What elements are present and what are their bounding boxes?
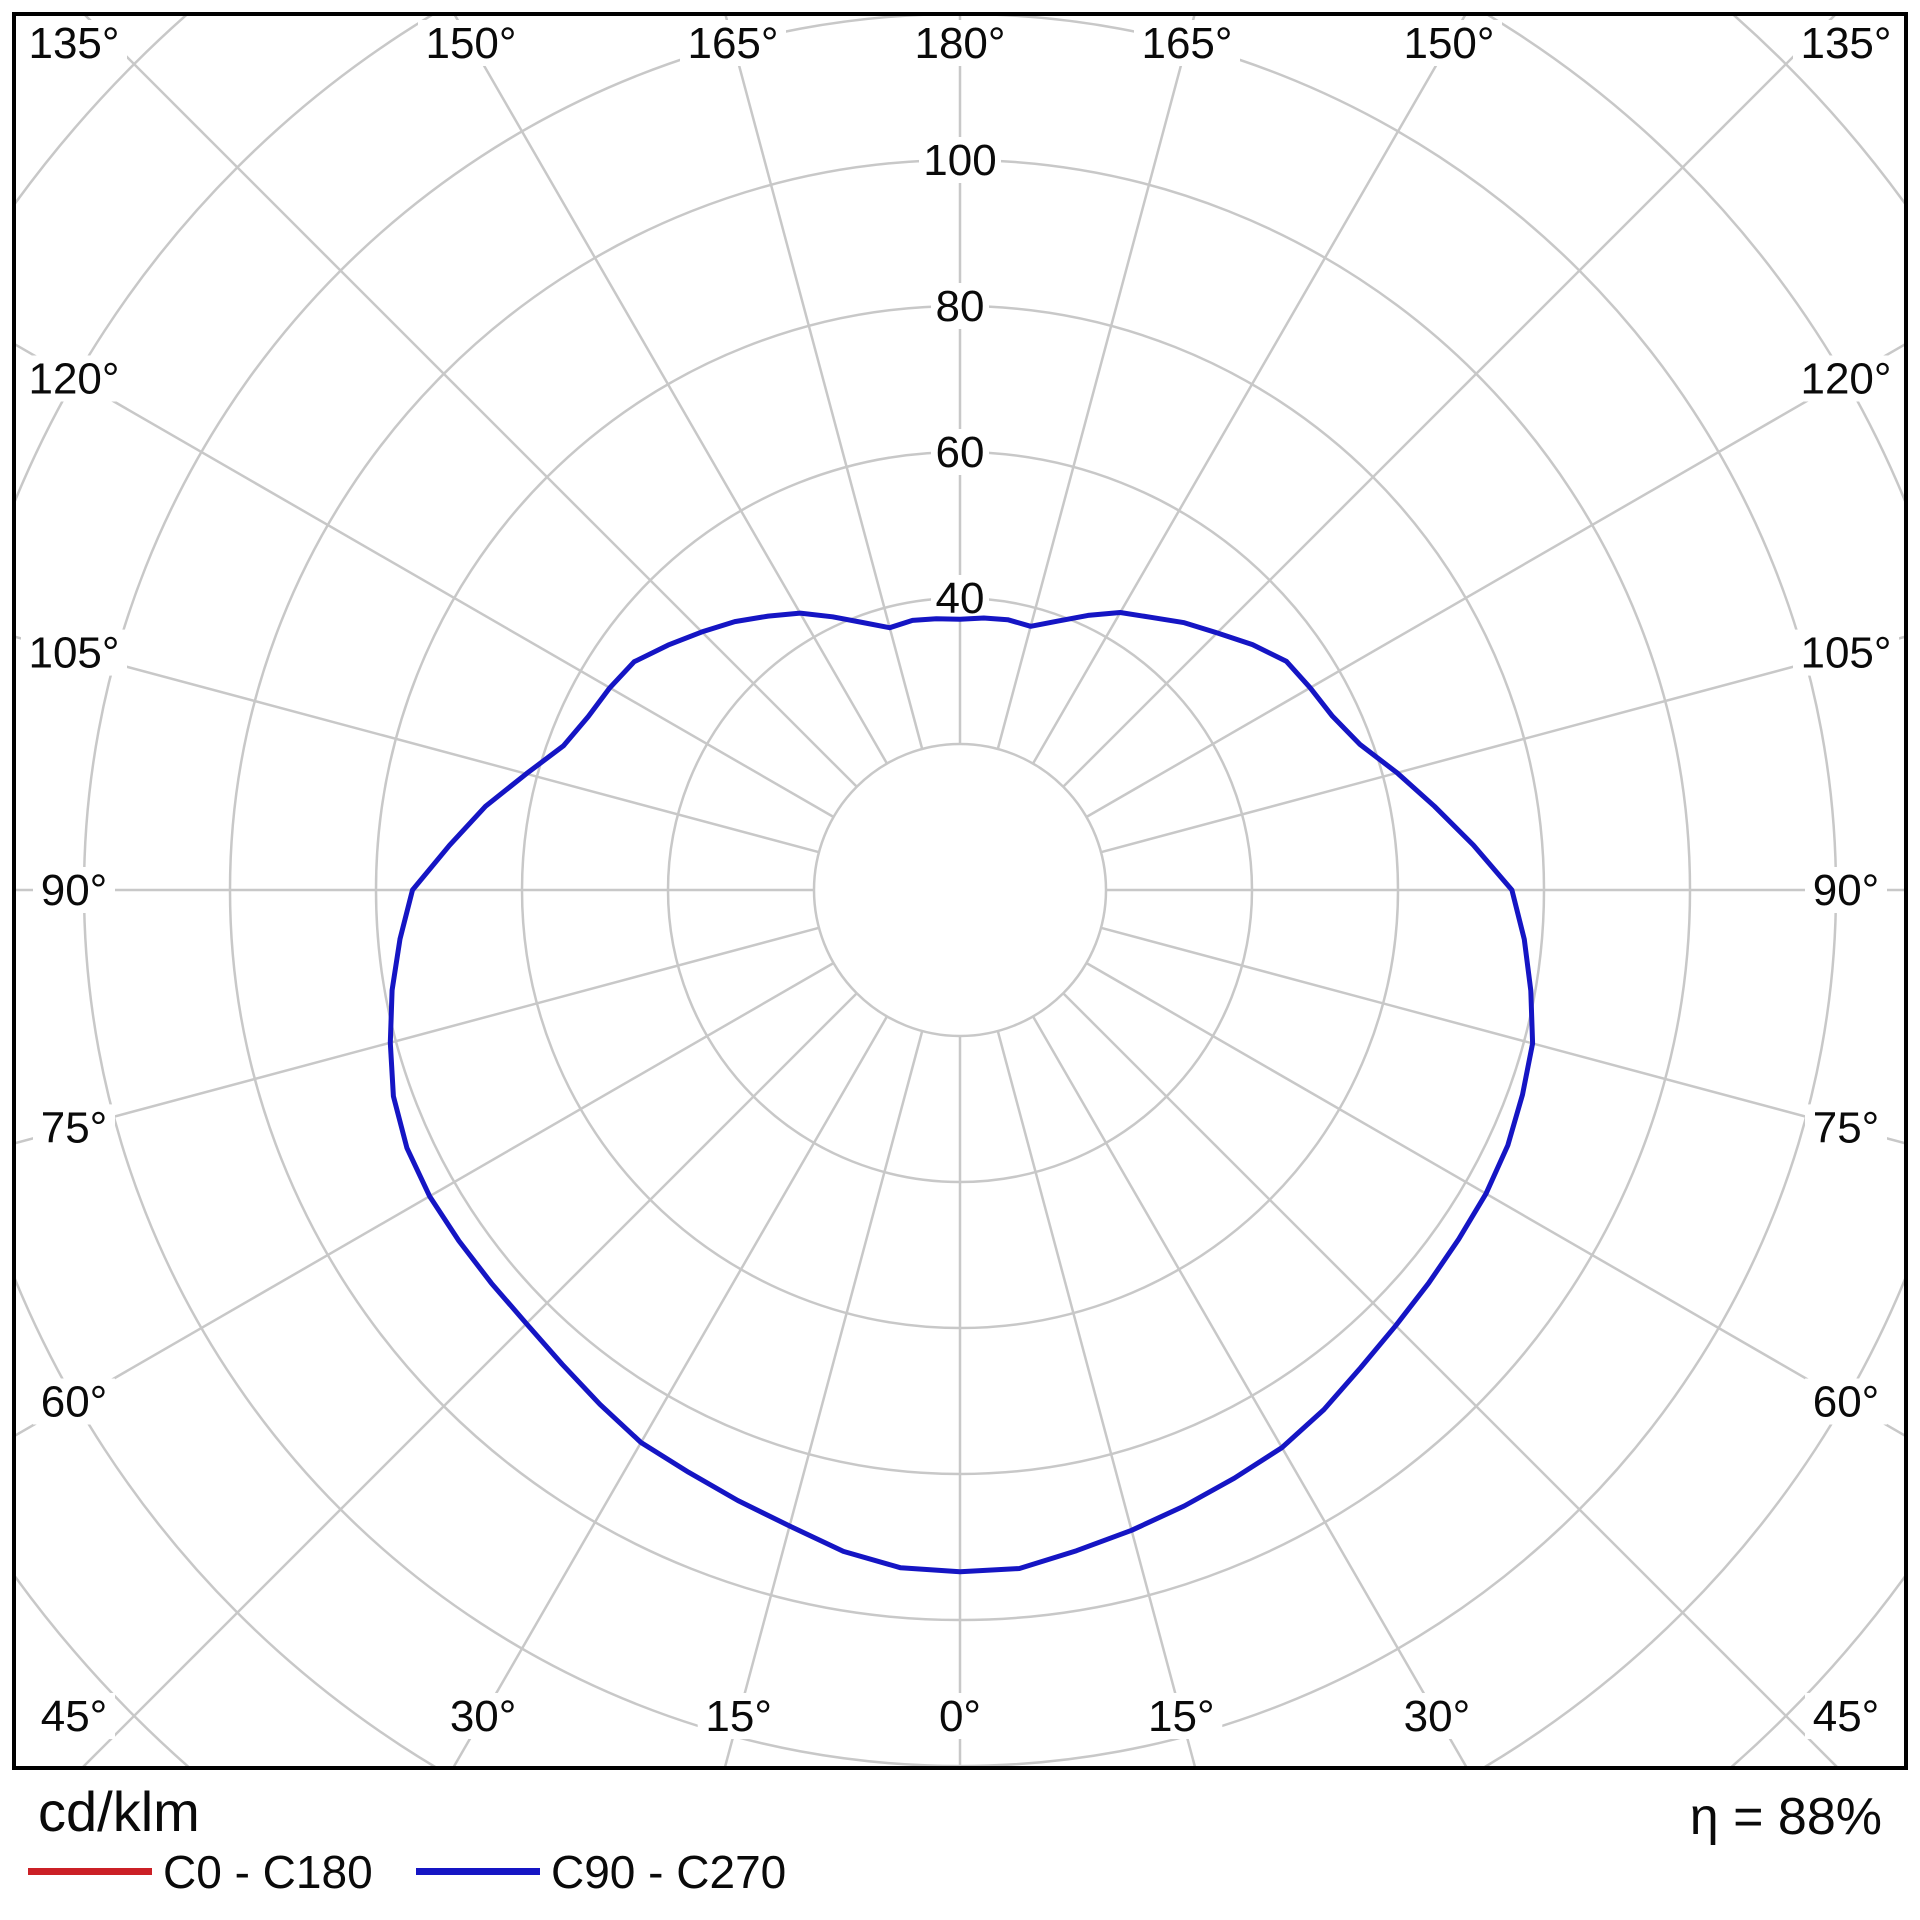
angle-tick-label-bg [697, 1693, 780, 1739]
angle-tick-label-bg [1793, 355, 1899, 402]
angle-gridline-ray [452, 1015, 889, 1766]
angle-gridline-ray [1100, 635, 1904, 854]
angle-tick-label-bg [21, 629, 127, 676]
angle-tick-label-bg [1805, 1693, 1887, 1739]
legend: C0 - C180 C90 - C270 [0, 1844, 1920, 1900]
radial-tick-label: 60 [936, 428, 985, 477]
angle-tick-label: 105° [28, 629, 119, 678]
radial-tick-label-bg [919, 137, 1001, 183]
legend-swatch-c0-c180 [28, 1868, 152, 1875]
angle-gridline-ray [1031, 16, 1467, 765]
angle-tick-label-bg [33, 1378, 115, 1425]
angle-tick-label: 165° [1141, 19, 1232, 68]
angle-tick-label-bg [21, 20, 127, 66]
angle-tick-label-bg [1793, 20, 1899, 66]
angle-tick-label: 135° [1800, 19, 1891, 68]
angle-gridline-ray [996, 16, 1196, 750]
angle-tick-label: 120° [28, 355, 119, 404]
angle-tick-label: 90° [1813, 866, 1880, 915]
angle-gridline-ray [1085, 961, 1904, 1437]
legend-label-c90-c270: C90 - C270 [551, 1846, 787, 1898]
angle-gridline-ray [16, 343, 835, 819]
angle-gridline-ray [1100, 926, 1904, 1145]
angle-tick-label: 45° [41, 1692, 108, 1741]
angle-tick-label-bg [21, 355, 127, 402]
angle-tick-label: 165° [687, 19, 778, 68]
angle-tick-label-bg [1395, 1693, 1478, 1739]
angle-tick-label: 75° [1813, 1103, 1880, 1152]
radial-tick-label-bg [931, 283, 989, 329]
angle-gridline-ray [1062, 16, 1836, 788]
angle-tick-label: 150° [425, 19, 516, 68]
grid-labels: 40 60 80 100 0° 15° 15° 30° 30° 45° 45° 60° 60° 75° 75… [21, 19, 1899, 1741]
angle-gridline-ray [453, 16, 889, 765]
angle-tick-label: 105° [1800, 629, 1891, 678]
legend-label-c0-c180: C0 - C180 [163, 1846, 373, 1898]
angle-gridline-ray [1085, 343, 1904, 819]
angle-tick-label: 90° [41, 866, 108, 915]
angle-tick-label: 180° [914, 19, 1005, 68]
angle-tick-label: 45° [1813, 1692, 1880, 1741]
angle-gridline-ray [82, 992, 858, 1766]
angle-tick-label-bg [1134, 20, 1240, 66]
efficiency-label: η = 88% [1689, 1788, 1882, 1846]
curve-C90-C270 [387, 610, 1536, 1575]
angle-tick-label-bg [1140, 1693, 1223, 1739]
units-label: cd/klm [38, 1780, 200, 1843]
angle-gridline-ray [1062, 992, 1838, 1766]
angle-tick-label: 30° [1404, 1692, 1471, 1741]
angle-gridline-ray [16, 635, 820, 854]
angle-tick-label-bg [907, 20, 1013, 66]
angle-gridline-ray [16, 926, 820, 1145]
legend-swatch-c90-c270 [416, 1868, 540, 1875]
intensity-curves [387, 610, 1536, 1575]
radial-gridline-circle [812, 742, 1108, 1038]
angle-tick-label: 0° [939, 1692, 981, 1741]
angle-tick-label-bg [1805, 1104, 1887, 1151]
angle-tick-label: 30° [450, 1692, 517, 1741]
angle-tick-label: 60° [41, 1378, 108, 1427]
radial-tick-label: 100 [923, 136, 996, 185]
plot-frame [12, 12, 1908, 1770]
angle-gridline-ray [996, 1030, 1197, 1766]
angle-tick-label-bg [680, 20, 786, 66]
angle-tick-label-bg [442, 1693, 525, 1739]
radial-tick-label: 80 [936, 282, 985, 331]
angle-tick-label: 75° [41, 1103, 108, 1152]
angle-gridline-ray [1031, 1015, 1468, 1766]
angle-gridline-ray [723, 1030, 924, 1766]
angle-tick-label: 120° [1800, 355, 1891, 404]
angle-tick-label-bg [33, 867, 115, 913]
angle-gridline-ray [16, 961, 835, 1437]
angle-tick-label: 15° [705, 1692, 772, 1741]
angle-gridline-ray [724, 16, 924, 750]
angle-tick-label-bg [1396, 20, 1502, 66]
angle-tick-label: 15° [1148, 1692, 1215, 1741]
angle-tick-label-bg [1805, 1378, 1887, 1425]
angle-tick-label-bg [418, 20, 524, 66]
angle-tick-label: 135° [28, 19, 119, 68]
angle-tick-label-bg [33, 1104, 115, 1151]
angle-tick-label-bg [931, 1693, 989, 1739]
angle-tick-label-bg [1805, 867, 1887, 913]
angle-tick-label-bg [33, 1693, 115, 1739]
angle-tick-label: 60° [1813, 1378, 1880, 1427]
angle-tick-label-bg [1793, 629, 1899, 676]
radial-tick-label: 40 [936, 574, 985, 623]
radial-tick-label-bg [931, 575, 989, 621]
radial-tick-label-bg [931, 429, 989, 475]
angle-gridline-ray [84, 16, 858, 788]
angle-tick-label: 150° [1403, 19, 1494, 68]
